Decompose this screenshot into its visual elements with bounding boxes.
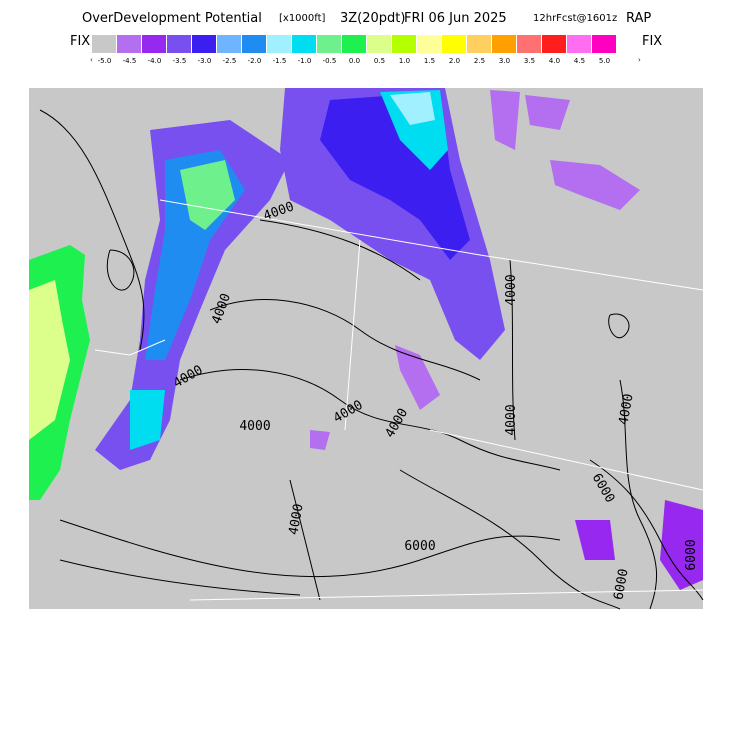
region — [29, 280, 70, 440]
legend-swatch — [267, 35, 291, 53]
region — [310, 345, 440, 450]
date: FRI 06 Jun 2025 — [404, 11, 507, 26]
legend-left: FIX — [70, 34, 90, 49]
region — [180, 160, 235, 230]
legend-swatch — [117, 35, 141, 53]
title: OverDevelopment Potential — [82, 11, 262, 26]
legend-right: FIX — [642, 34, 662, 49]
legend-swatch — [467, 35, 491, 53]
contour-label: 6000 — [684, 539, 699, 570]
legend-label: 1.0 — [399, 57, 410, 65]
model: RAP — [626, 11, 651, 26]
legend-label: 3.5 — [524, 57, 535, 65]
contour-label: 6000 — [404, 539, 435, 554]
legend-label: -2.5 — [223, 57, 237, 65]
legend-label: 1.5 — [424, 57, 435, 65]
legend-swatch — [142, 35, 166, 53]
contour-label: 4000 — [239, 419, 270, 434]
region — [390, 92, 435, 125]
region — [95, 120, 290, 470]
region — [490, 90, 640, 210]
legend-swatch — [217, 35, 241, 53]
legend-swatch — [567, 35, 591, 53]
legend-swatch — [392, 35, 416, 53]
contour-label: 4000 — [616, 393, 636, 426]
legend-label: -1.5 — [273, 57, 287, 65]
legend-high-arrow: › — [638, 56, 641, 64]
legend-swatch — [517, 35, 541, 53]
legend-label: 2.5 — [474, 57, 485, 65]
legend-label: -0.5 — [323, 57, 337, 65]
legend-low-arrow: ‹ — [90, 56, 93, 64]
contour-label: 4000 — [286, 503, 306, 536]
contours — [39, 109, 704, 610]
legend-label: -5.0 — [98, 57, 112, 65]
legend-label: 0.0 — [349, 57, 360, 65]
legend-swatch — [417, 35, 441, 53]
legend-label: 4.5 — [574, 57, 585, 65]
legend-label: -3.0 — [198, 57, 212, 65]
legend-label: -4.5 — [123, 57, 137, 65]
region — [575, 500, 703, 590]
legend-label: -1.0 — [298, 57, 312, 65]
legend-swatch — [317, 35, 341, 53]
units: [x1000ft] — [279, 13, 326, 24]
legend-label: 4.0 — [549, 57, 560, 65]
legend-label: 2.0 — [449, 57, 460, 65]
contour-label: 4000 — [504, 404, 519, 435]
legend-swatch — [367, 35, 391, 53]
run: 3Z(20pdt) — [340, 11, 405, 26]
legend-swatch — [192, 35, 216, 53]
legend-label: -4.0 — [148, 57, 162, 65]
legend-label: -2.0 — [248, 57, 262, 65]
borders — [94, 199, 704, 601]
legend-swatch — [592, 35, 616, 53]
legend-swatch — [92, 35, 116, 53]
legend-swatch — [342, 35, 366, 53]
legend-swatch — [167, 35, 191, 53]
legend-swatch — [492, 35, 516, 53]
legend-swatch — [242, 35, 266, 53]
legend-label: 3.0 — [499, 57, 510, 65]
contour-label: 4000 — [504, 274, 519, 305]
legend: -5.0 -4.5 -4.0 -3.5 -3.0 -2.5 -2.0 -1.5 -1.0 -0.5… — [92, 35, 616, 65]
contour-label: 6000 — [611, 568, 631, 601]
legend-swatch — [542, 35, 566, 53]
legend-swatch — [442, 35, 466, 53]
legend-label: 0.5 — [374, 57, 385, 65]
region — [130, 390, 165, 450]
legend-label: -3.5 — [173, 57, 187, 65]
legend-label: 5.0 — [599, 57, 610, 65]
legend-swatch — [292, 35, 316, 53]
forecast: 12hrFcst@1601z — [533, 13, 617, 24]
